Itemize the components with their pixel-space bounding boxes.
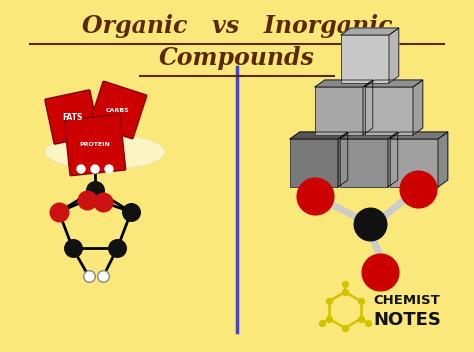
Polygon shape — [340, 132, 398, 139]
Point — [55, 209, 63, 215]
Polygon shape — [388, 132, 398, 187]
Circle shape — [91, 165, 99, 173]
Point — [91, 187, 99, 193]
Circle shape — [77, 165, 85, 173]
Point — [69, 245, 76, 251]
Text: CARBS: CARBS — [106, 107, 130, 113]
Polygon shape — [341, 28, 399, 35]
Point — [91, 155, 99, 161]
FancyBboxPatch shape — [365, 87, 413, 135]
Point — [114, 245, 121, 251]
Text: Organic   vs   Inorganic: Organic vs Inorganic — [82, 14, 392, 38]
Polygon shape — [363, 80, 373, 135]
Circle shape — [105, 165, 113, 173]
FancyBboxPatch shape — [341, 35, 389, 83]
Point — [341, 281, 349, 287]
Point — [364, 320, 371, 326]
FancyBboxPatch shape — [340, 139, 388, 187]
Point — [326, 316, 333, 322]
Point — [311, 193, 319, 199]
Point — [376, 269, 384, 275]
FancyBboxPatch shape — [45, 90, 99, 144]
Text: PROTEIN: PROTEIN — [80, 143, 110, 147]
Text: Compounds: Compounds — [159, 46, 315, 70]
Text: CHEMIST: CHEMIST — [373, 294, 440, 307]
Polygon shape — [315, 80, 373, 87]
Point — [319, 320, 326, 326]
Point — [128, 209, 135, 215]
Point — [83, 197, 91, 203]
Point — [357, 298, 365, 304]
Polygon shape — [365, 80, 423, 87]
Point — [357, 316, 365, 322]
Point — [85, 273, 92, 279]
Point — [100, 199, 107, 205]
FancyBboxPatch shape — [89, 81, 147, 139]
Point — [100, 273, 107, 279]
FancyBboxPatch shape — [390, 139, 438, 187]
Point — [341, 289, 349, 295]
FancyBboxPatch shape — [315, 87, 363, 135]
Point — [366, 221, 374, 227]
Polygon shape — [338, 132, 348, 187]
Polygon shape — [438, 132, 448, 187]
Polygon shape — [390, 132, 448, 139]
Point — [79, 137, 87, 143]
Polygon shape — [413, 80, 423, 135]
Point — [414, 186, 422, 192]
Polygon shape — [389, 28, 399, 83]
Text: NOTES: NOTES — [373, 311, 441, 329]
Point — [326, 298, 333, 304]
Text: FATS: FATS — [62, 113, 82, 121]
Ellipse shape — [45, 134, 165, 170]
FancyBboxPatch shape — [64, 114, 126, 176]
Point — [341, 325, 349, 331]
FancyBboxPatch shape — [290, 139, 338, 187]
Polygon shape — [290, 132, 348, 139]
